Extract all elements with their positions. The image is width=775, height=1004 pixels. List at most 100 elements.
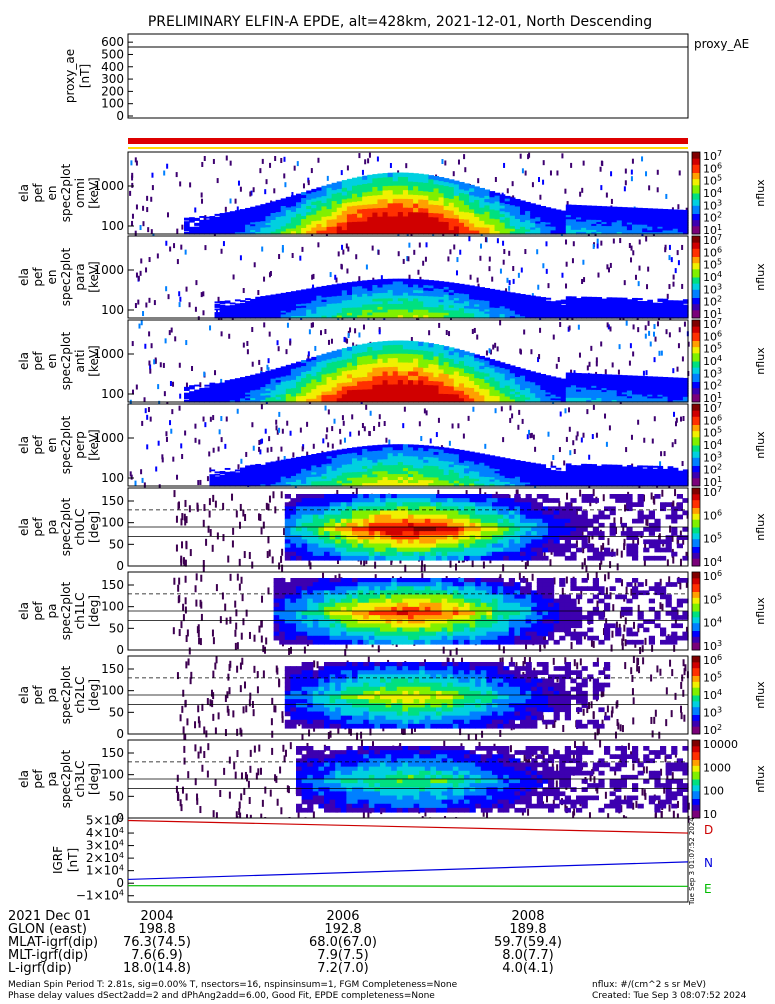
- noise-pixel: [165, 338, 167, 343]
- spectrogram-pixel: [474, 365, 480, 369]
- noise-pixel: [317, 242, 319, 247]
- spectrogram-pixel: [321, 371, 327, 375]
- spectrogram-pixel: [403, 225, 409, 230]
- spectrogram-pixel: [367, 385, 373, 390]
- spectrogram-pixel: [347, 351, 353, 356]
- spectrogram-pixel: [347, 386, 353, 391]
- noise-pixel: [532, 182, 534, 187]
- noise-pixel: [324, 329, 326, 334]
- noise-pixel: [579, 353, 581, 358]
- noise-pixel: [213, 159, 215, 164]
- spectrogram-pixel: [184, 219, 190, 221]
- spectrogram-pixel: [408, 203, 414, 208]
- spectrogram-pixel: [454, 349, 460, 353]
- spectrogram-pixel: [383, 212, 389, 217]
- spectrogram-pixel: [342, 180, 348, 184]
- spectrogram-pixel: [433, 377, 439, 382]
- noise-pixel: [136, 385, 138, 390]
- noise-pixel: [578, 325, 580, 330]
- noise-pixel: [632, 250, 634, 255]
- spectrogram-pixel: [454, 181, 460, 185]
- noise-pixel: [671, 257, 673, 262]
- spectrogram-pixel: [439, 386, 445, 391]
- noise-pixel: [613, 239, 615, 244]
- spectrogram-pixel: [469, 192, 475, 196]
- spectrogram-pixel: [362, 356, 368, 361]
- spectrogram-pixel: [398, 186, 404, 191]
- spectrogram-pixel: [454, 387, 460, 391]
- panel-ylabel-line: anti: [73, 350, 87, 373]
- noise-pixel: [186, 287, 188, 292]
- spectrogram-pixel: [337, 376, 343, 380]
- spectrogram-pixel: [388, 181, 394, 186]
- spectrogram-pixel: [413, 376, 419, 381]
- spectrogram-pixel: [352, 226, 358, 231]
- spectrogram-pixel: [321, 361, 327, 365]
- noise-pixel: [499, 320, 501, 325]
- noise-pixel: [543, 160, 545, 165]
- noise-pixel: [611, 199, 613, 204]
- noise-pixel: [632, 351, 634, 356]
- spectrogram-pixel: [372, 174, 378, 179]
- spectrogram-pixel: [367, 183, 373, 188]
- noise-pixel: [223, 241, 225, 246]
- noise-pixel: [226, 156, 228, 161]
- spectrogram-pixel: [418, 182, 424, 187]
- spectrogram-pixel: [372, 191, 378, 196]
- spectrogram-pixel: [327, 381, 333, 385]
- spectrogram-pixel: [413, 173, 419, 178]
- spectrogram-pixel: [469, 199, 475, 203]
- spectrogram-pixel: [383, 186, 389, 191]
- spectrogram-pixel: [337, 379, 343, 383]
- noise-pixel: [355, 254, 357, 259]
- spectrogram-pixel: [444, 178, 450, 183]
- spectrogram-pixel: [459, 372, 465, 376]
- noise-pixel: [341, 245, 343, 250]
- noise-pixel: [154, 300, 156, 305]
- spectrogram-pixel: [377, 393, 383, 398]
- noise-pixel: [230, 198, 232, 203]
- spectrogram-pixel: [357, 365, 363, 370]
- spectrogram-pixel: [327, 220, 333, 224]
- spectrogram-pixel: [388, 225, 394, 230]
- spectrogram-pixel: [423, 196, 429, 201]
- spectrogram-pixel: [398, 225, 404, 230]
- spectrogram-pixel: [393, 362, 399, 367]
- noise-pixel: [132, 214, 134, 219]
- panel-ylabel-line: pef: [31, 351, 45, 371]
- noise-pixel: [308, 180, 310, 185]
- spectrogram-pixel: [469, 216, 475, 220]
- noise-pixel: [561, 153, 563, 158]
- spectrogram-pixel: [357, 177, 363, 182]
- spectrogram-pixel: [418, 178, 424, 183]
- spectrogram-pixel: [459, 376, 465, 380]
- noise-pixel: [658, 351, 660, 356]
- spectrogram-pixel: [464, 384, 470, 388]
- spectrogram-pixel: [327, 206, 333, 210]
- spectrogram-pixel: [413, 208, 419, 213]
- noise-pixel: [485, 237, 487, 242]
- spectrogram-pixel: [388, 367, 394, 372]
- noise-pixel: [631, 170, 633, 175]
- spectrogram-pixel: [413, 199, 419, 204]
- noise-pixel: [135, 157, 137, 162]
- spectrogram-pixel: [342, 356, 348, 360]
- proxy-ae-ylabel-name: proxy_ae: [63, 49, 77, 103]
- noise-pixel: [497, 238, 499, 243]
- noise-pixel: [287, 323, 289, 328]
- noise-pixel: [601, 161, 603, 166]
- spectrogram-pixel: [408, 341, 414, 346]
- spectrogram-pixel: [459, 227, 465, 231]
- spectrogram-pixel: [393, 384, 399, 389]
- spectrogram-pixel: [347, 363, 353, 368]
- spectrogram-pixel: [433, 348, 439, 353]
- spectrogram-pixel: [444, 198, 450, 203]
- noise-pixel: [135, 231, 137, 236]
- noise-pixel: [328, 340, 330, 345]
- noise-pixel: [145, 267, 147, 272]
- spectrogram-pixel: [342, 184, 348, 188]
- noise-pixel: [486, 350, 488, 355]
- noise-pixel: [294, 166, 296, 171]
- spectrogram-pixel: [332, 380, 338, 384]
- spectrogram-pixel: [327, 213, 333, 217]
